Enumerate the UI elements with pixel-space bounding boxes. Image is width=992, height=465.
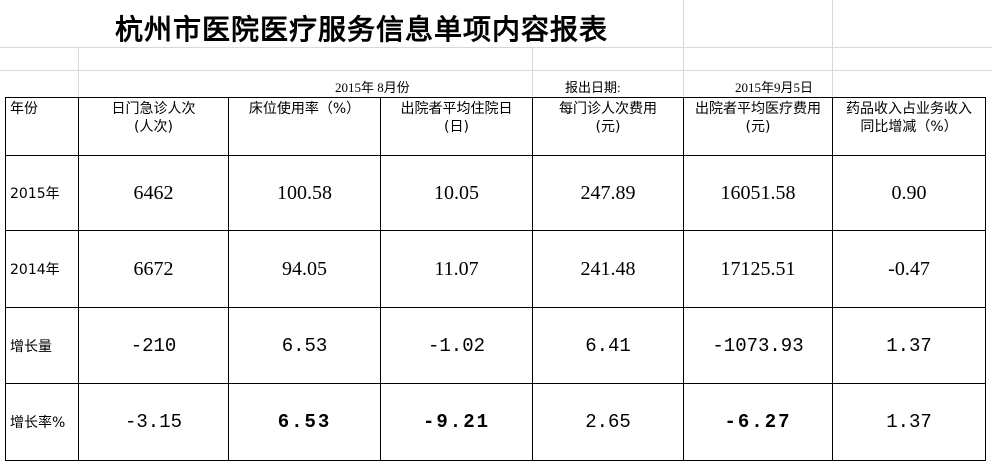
cell: 1.37 xyxy=(832,383,986,461)
cell: -3.15 xyxy=(78,383,229,461)
cell: -0.47 xyxy=(832,230,986,308)
month: 2015年 8月份 xyxy=(335,80,410,95)
gridline xyxy=(532,47,533,97)
cell: -9.21 xyxy=(380,383,533,461)
cell: 17125.51 xyxy=(683,230,833,308)
cell: -210 xyxy=(78,307,229,384)
cell: -6.27 xyxy=(683,383,833,461)
cell: 6.53 xyxy=(228,307,381,384)
report-label: 报出日期: xyxy=(565,80,621,95)
gridline xyxy=(683,0,684,97)
cell: 16051.58 xyxy=(683,155,833,231)
cell: 1.37 xyxy=(832,307,986,384)
column-header: 年份 xyxy=(5,97,79,156)
row-label: 2015年 xyxy=(5,155,79,231)
cell: 6462 xyxy=(78,155,229,231)
column-header: 日门急诊人次 (人次) xyxy=(78,97,229,156)
cell: 247.89 xyxy=(532,155,684,231)
cell: 6672 xyxy=(78,230,229,308)
row-label: 增长量 xyxy=(5,307,79,384)
cell: 100.58 xyxy=(228,155,381,231)
gridline xyxy=(78,47,79,97)
cell: 2.65 xyxy=(532,383,684,461)
cell: 94.05 xyxy=(228,230,381,308)
cell: -1073.93 xyxy=(683,307,833,384)
cell: 10.05 xyxy=(380,155,533,231)
cell: 0.90 xyxy=(832,155,986,231)
cell: 6.53 xyxy=(228,383,381,461)
cell: 6.41 xyxy=(532,307,684,384)
cell: 11.07 xyxy=(380,230,533,308)
gridline xyxy=(0,47,992,48)
column-header: 床位使用率（%） xyxy=(228,97,381,156)
row-label: 2014年 xyxy=(5,230,79,308)
gridline xyxy=(0,70,992,71)
report-table: 年份 日门急诊人次 (人次) 床位使用率（%） 出院者平均住院日 (日) 每门诊人次费用… xyxy=(5,97,986,461)
report-date: 2015年9月5日 xyxy=(735,80,814,95)
column-header: 出院者平均住院日 (日) xyxy=(380,97,533,156)
column-header: 出院者平均医疗费用 (元) xyxy=(683,97,833,156)
title: 杭州市医院医疗服务信息单项内容报表 xyxy=(115,13,609,46)
row-label: 增长率% xyxy=(5,383,79,461)
column-header: 药品收入占业务收入 同比增减（%） xyxy=(832,97,986,156)
column-header: 每门诊人次费用 (元) xyxy=(532,97,684,156)
cell: 241.48 xyxy=(532,230,684,308)
gridline xyxy=(832,0,833,97)
cell: -1.02 xyxy=(380,307,533,384)
